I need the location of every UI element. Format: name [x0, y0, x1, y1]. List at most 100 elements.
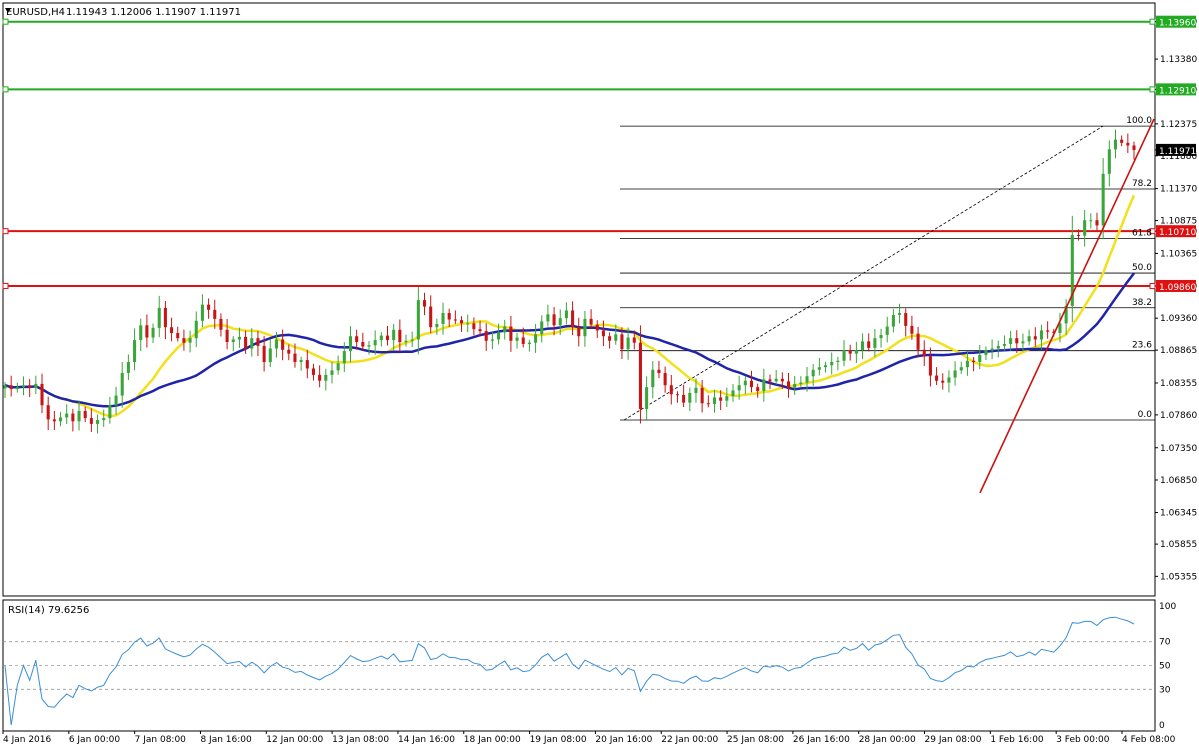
candle[interactable] — [1046, 321, 1050, 339]
candle[interactable] — [725, 387, 729, 408]
candle[interactable] — [638, 325, 642, 424]
resistance-level-handle-right[interactable] — [1149, 86, 1156, 93]
candle[interactable] — [737, 375, 741, 400]
candle[interactable] — [1076, 229, 1081, 241]
candle[interactable] — [83, 406, 87, 423]
candle[interactable] — [237, 327, 241, 348]
candle[interactable] — [947, 370, 951, 393]
candle[interactable] — [972, 357, 976, 372]
candle[interactable] — [120, 362, 124, 408]
candle[interactable] — [848, 344, 852, 361]
candle[interactable] — [367, 341, 371, 355]
candle[interactable] — [472, 317, 476, 336]
candle[interactable] — [262, 336, 266, 372]
candle[interactable] — [577, 317, 581, 347]
candle[interactable] — [447, 308, 451, 328]
candle[interactable] — [194, 311, 198, 348]
candle[interactable] — [935, 367, 939, 386]
candle[interactable] — [651, 361, 655, 399]
candle[interactable] — [1120, 135, 1124, 147]
candle[interactable] — [65, 404, 69, 425]
candle[interactable] — [608, 332, 612, 349]
candle[interactable] — [126, 354, 130, 380]
support-level-handle-left[interactable] — [2, 228, 9, 235]
candle[interactable] — [15, 382, 19, 393]
candle[interactable] — [361, 332, 365, 351]
candle[interactable] — [342, 342, 346, 373]
candle[interactable] — [1107, 140, 1111, 187]
candle[interactable] — [984, 346, 988, 361]
candle[interactable] — [1101, 158, 1105, 240]
candle[interactable] — [509, 315, 513, 352]
candle[interactable] — [21, 376, 26, 396]
candle[interactable] — [540, 315, 544, 343]
candle[interactable] — [1027, 329, 1031, 346]
candle[interactable] — [719, 390, 723, 411]
candle[interactable] — [348, 326, 353, 363]
candle[interactable] — [392, 323, 396, 351]
candle[interactable] — [176, 326, 180, 342]
candle[interactable] — [281, 329, 285, 361]
candle[interactable] — [614, 324, 618, 345]
candle[interactable] — [780, 372, 784, 389]
candle[interactable] — [885, 316, 889, 343]
candle[interactable] — [404, 334, 408, 347]
candle[interactable] — [435, 318, 439, 335]
candle[interactable] — [1070, 215, 1074, 323]
candle[interactable] — [953, 361, 957, 386]
candle[interactable] — [601, 320, 605, 347]
candle[interactable] — [497, 323, 501, 345]
candle[interactable] — [416, 287, 420, 355]
candle[interactable] — [484, 323, 488, 351]
candle[interactable] — [996, 340, 1000, 358]
candle[interactable] — [170, 317, 174, 342]
candle[interactable] — [941, 373, 945, 390]
candle[interactable] — [663, 366, 667, 393]
candle[interactable] — [293, 343, 297, 368]
candle[interactable] — [460, 316, 464, 332]
candle[interactable] — [225, 318, 229, 350]
candle[interactable] — [682, 384, 686, 408]
candle[interactable] — [978, 344, 982, 370]
candle[interactable] — [799, 376, 803, 388]
candle[interactable] — [731, 384, 735, 402]
candle[interactable] — [256, 330, 260, 357]
candle[interactable] — [842, 340, 846, 367]
candle[interactable] — [385, 325, 390, 346]
candle[interactable] — [620, 327, 624, 360]
candle[interactable] — [959, 361, 963, 374]
candle[interactable] — [114, 386, 118, 415]
candle[interactable] — [965, 350, 969, 376]
symbol-dropdown-icon[interactable] — [5, 8, 11, 13]
candle[interactable] — [626, 327, 630, 360]
candle[interactable] — [990, 339, 994, 360]
candle[interactable] — [1126, 133, 1130, 154]
candle[interactable] — [583, 311, 587, 347]
candle[interactable] — [1039, 324, 1043, 350]
resistance-level-handle-left[interactable] — [2, 18, 9, 25]
candle[interactable] — [712, 389, 717, 413]
candle[interactable] — [274, 331, 278, 358]
candle[interactable] — [213, 299, 217, 329]
candle[interactable] — [429, 295, 433, 334]
candle[interactable] — [379, 332, 383, 347]
candle[interactable] — [805, 366, 809, 392]
candle[interactable] — [756, 383, 760, 398]
candle[interactable] — [552, 306, 556, 336]
candle[interactable] — [1021, 333, 1025, 352]
candle[interactable] — [151, 323, 155, 343]
candle[interactable] — [231, 336, 235, 352]
candle[interactable] — [1113, 129, 1118, 159]
trend-line[interactable] — [979, 118, 1155, 494]
support-level-handle-right[interactable] — [1149, 282, 1156, 289]
candle[interactable] — [287, 344, 291, 361]
candle[interactable] — [564, 302, 568, 325]
candle[interactable] — [595, 320, 599, 338]
candle[interactable] — [324, 368, 328, 391]
candle[interactable] — [52, 410, 56, 430]
candle[interactable] — [40, 373, 44, 414]
candle[interactable] — [830, 352, 834, 375]
candle[interactable] — [46, 396, 50, 431]
